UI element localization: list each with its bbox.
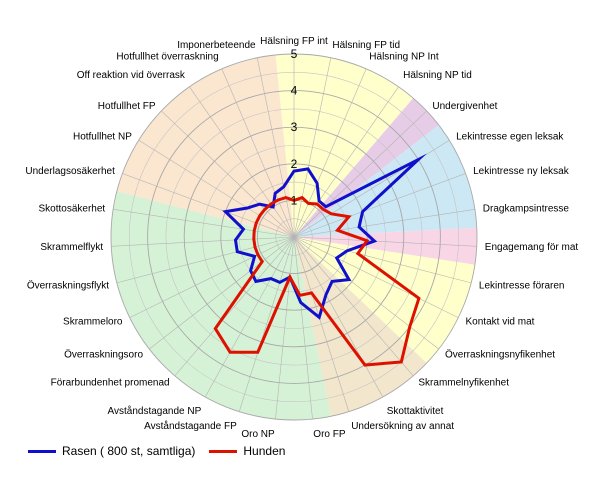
category-label: Underlagsosäkerhet xyxy=(25,166,115,177)
grid-spoke xyxy=(293,236,350,412)
grid-spoke xyxy=(293,86,399,238)
category-label: Dragkampsintresse xyxy=(483,204,570,215)
grid-spoke xyxy=(174,236,295,377)
category-label: Oro NP xyxy=(241,429,275,440)
grid-spoke xyxy=(113,208,295,238)
grid-spoke xyxy=(293,208,475,238)
grid-spoke xyxy=(275,236,295,420)
grid-spoke xyxy=(116,236,295,284)
series-line-1 xyxy=(213,195,421,367)
category-label: Skrammelflykt xyxy=(40,242,103,253)
legend-label-hunden: Hunden xyxy=(243,444,286,458)
category-label: Hälsning NP tid xyxy=(403,70,472,81)
category-label: Engagemang för mat xyxy=(485,242,579,253)
grid-spoke xyxy=(293,236,472,284)
legend-item-hunden: Hunden xyxy=(209,444,285,458)
sector-band-3 xyxy=(294,227,477,265)
category-label: Överraskningsflykt xyxy=(27,279,109,291)
category-label: Överraskningsoro xyxy=(64,348,143,360)
tick-label: 5 xyxy=(291,47,298,61)
category-label: Avståndstagande FP xyxy=(144,420,237,432)
grid-spoke xyxy=(293,236,414,377)
category-label: Lekintresse föraren xyxy=(479,280,565,291)
grid-spoke xyxy=(238,236,295,412)
category-label: Hotfullhet FP xyxy=(98,101,156,112)
tick-label: 3 xyxy=(291,120,298,134)
grid-spoke xyxy=(293,236,477,247)
category-label: Undergivenhet xyxy=(432,101,497,112)
grid xyxy=(110,53,478,421)
category-label: Kontakt vid mat xyxy=(466,317,535,328)
grid-spoke xyxy=(293,236,439,350)
category-label: Hälsning FP tid xyxy=(332,40,400,51)
category-label: Hälsning FP int xyxy=(260,36,328,47)
grid-spoke xyxy=(204,236,295,398)
category-label: Off reaktion vid överrask xyxy=(77,70,186,81)
grid-spoke xyxy=(161,110,295,238)
category-label: Hotfullhet överraskning xyxy=(116,52,218,63)
legend-swatch-rasen xyxy=(28,449,56,453)
grid-spoke xyxy=(138,139,295,238)
grid-spoke xyxy=(293,110,427,238)
grid-spoke xyxy=(293,236,459,318)
tick-label: 2 xyxy=(291,157,298,171)
category-label: Hälsning NP Int xyxy=(369,52,439,63)
grid-spoke xyxy=(293,236,313,420)
legend-label-rasen: Rasen ( 800 st, samtliga) xyxy=(62,444,196,458)
category-label: Skrammeloro xyxy=(63,317,123,328)
category-label: Skottaktivitet xyxy=(387,406,444,417)
sector-band-5 xyxy=(294,237,427,417)
grid-spoke xyxy=(149,236,295,350)
category-label: Imponerbeteende xyxy=(177,40,256,51)
grid-spoke xyxy=(293,68,367,238)
category-label: Avståndstagande NP xyxy=(108,405,202,417)
category-label: Hotfullhet NP xyxy=(73,132,132,143)
sector-band-0 xyxy=(275,54,414,238)
category-label: Oro FP xyxy=(313,429,346,440)
grid-spoke xyxy=(189,86,295,238)
category-label: Förarbundenhet promenad xyxy=(51,377,170,388)
grid-spoke xyxy=(293,236,384,398)
grid-spoke xyxy=(129,236,295,318)
sector-band-2 xyxy=(294,124,477,237)
series-lines xyxy=(213,153,427,367)
category-label: Lekintresse egen leksak xyxy=(456,132,564,143)
category-label: Skrammelnyfikenhet xyxy=(418,377,509,388)
category-label: Överraskningsnyfikenhet xyxy=(445,348,555,360)
tick-label: 1 xyxy=(291,193,298,207)
grid-spoke xyxy=(256,57,295,238)
grid-spoke xyxy=(111,236,295,247)
radial-tick-labels: 1 2 3 4 5 xyxy=(291,47,298,207)
grid-spoke xyxy=(293,173,466,238)
legend-swatch-hunden xyxy=(209,449,238,453)
category-label: Lekintresse ny leksak xyxy=(473,166,570,177)
category-label: Skottosäkerhet xyxy=(38,204,105,215)
tick-label: 4 xyxy=(291,84,298,98)
sector-band-6 xyxy=(111,191,331,420)
grid-spoke xyxy=(293,57,332,238)
grid-spoke xyxy=(221,68,295,238)
grid-spoke xyxy=(122,173,295,238)
category-label: Undersökning av annat xyxy=(351,421,454,432)
sector-band-7 xyxy=(116,54,294,237)
legend-item-rasen: Rasen ( 800 st, samtliga) xyxy=(28,444,195,458)
legend: Rasen ( 800 st, samtliga) Hunden xyxy=(28,444,285,458)
